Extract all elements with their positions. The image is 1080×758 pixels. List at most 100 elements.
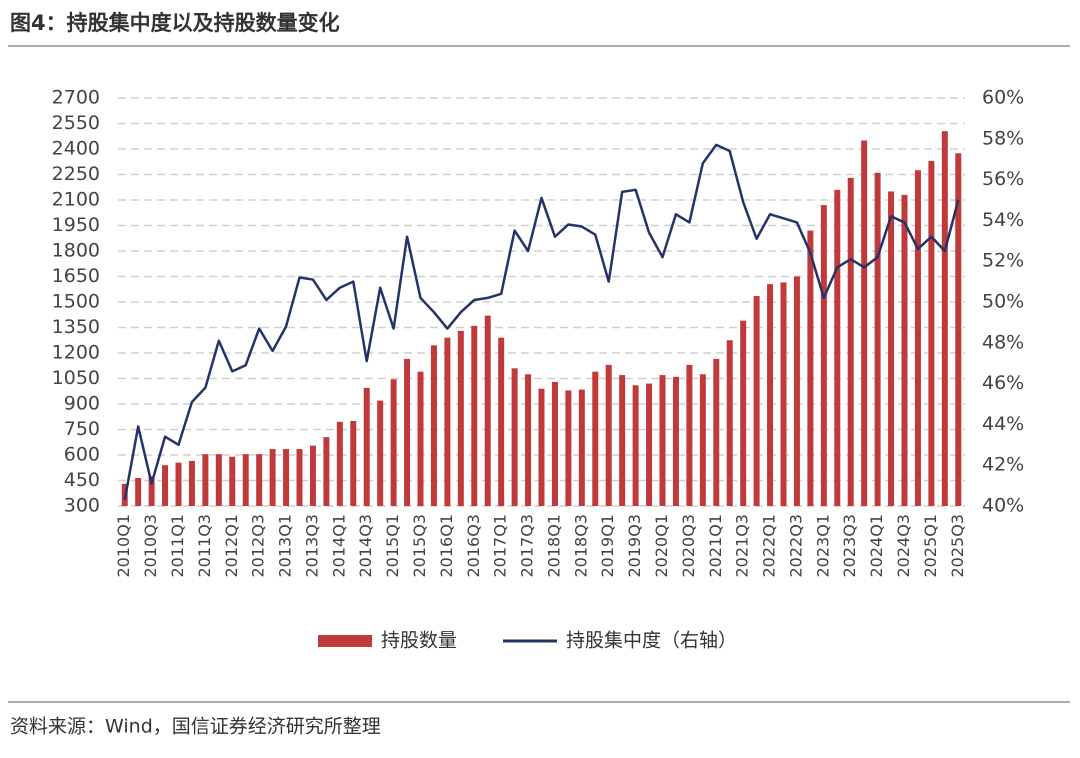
bar (672, 376, 679, 506)
y2-tick-label: 60% (982, 87, 1024, 109)
x-tick-label: 2015Q1 (383, 514, 402, 578)
bar (807, 230, 814, 506)
x-tick-label: 2018Q1 (544, 514, 563, 578)
bar (578, 389, 585, 506)
bar (309, 445, 316, 506)
y-tick-label: 450 (64, 469, 100, 491)
y2-tick-label: 52% (982, 250, 1024, 272)
x-tick-label: 2023Q1 (813, 514, 832, 578)
bar (941, 131, 948, 506)
x-tick-label: 2017Q1 (491, 514, 510, 578)
x-tick-label: 2024Q3 (894, 514, 913, 578)
x-tick-label: 2020Q3 (679, 514, 698, 578)
bar (955, 153, 962, 506)
y2-tick-label: 48% (982, 331, 1024, 353)
y-tick-label: 2700 (52, 87, 100, 109)
x-tick-label: 2019Q1 (598, 514, 617, 578)
bar (444, 337, 451, 506)
y-tick-label: 2550 (52, 112, 100, 134)
bar (404, 358, 411, 506)
bar (175, 462, 182, 506)
bar (377, 400, 384, 506)
bar (162, 465, 169, 506)
chart-title: 图4：持股集中度以及持股数量变化 (10, 11, 340, 35)
legend-label: 持股数量 (381, 630, 457, 652)
bar (901, 194, 908, 506)
x-tick-label: 2021Q1 (706, 514, 725, 578)
bar (363, 387, 370, 506)
bar (484, 315, 491, 506)
y2-tick-label: 44% (982, 413, 1024, 435)
x-tick-label: 2011Q1 (168, 514, 187, 578)
bar (793, 276, 800, 506)
x-tick-label: 2014Q1 (329, 514, 348, 578)
bar (323, 437, 330, 506)
x-tick-label: 2015Q3 (410, 514, 429, 578)
bar (283, 449, 290, 506)
bar (888, 191, 895, 506)
x-tick-label: 2018Q3 (571, 514, 590, 578)
x-tick-label: 2021Q3 (733, 514, 752, 578)
bar (457, 330, 464, 506)
y-tick-label: 1200 (52, 342, 100, 364)
x-tick-label: 2020Q1 (652, 514, 671, 578)
x-tick-label: 2011Q3 (195, 514, 214, 578)
x-tick-label: 2024Q1 (867, 514, 886, 578)
x-tick-label: 2025Q3 (948, 514, 967, 578)
y2-tick-label: 54% (982, 209, 1024, 231)
bar (188, 460, 195, 506)
y-tick-label: 1650 (52, 265, 100, 287)
x-tick-label: 2014Q3 (356, 514, 375, 578)
bar (135, 477, 142, 506)
bar (592, 371, 599, 506)
x-tick-label: 2016Q1 (437, 514, 456, 578)
bar (646, 383, 653, 506)
y-tick-label: 900 (64, 393, 100, 415)
bar (242, 454, 249, 506)
bar (740, 320, 747, 506)
bar (202, 454, 209, 506)
bar (767, 284, 774, 506)
x-tick-label: 2017Q3 (518, 514, 537, 578)
x-tick-label: 2013Q1 (276, 514, 295, 578)
y2-tick-label: 40% (982, 495, 1024, 517)
y-tick-label: 300 (64, 495, 100, 517)
bar (229, 456, 236, 506)
x-tick-label: 2025Q1 (921, 514, 940, 578)
bar (753, 296, 760, 506)
line (123, 143, 960, 501)
y2-tick-label: 46% (982, 372, 1024, 394)
bar (148, 476, 155, 506)
x-tick-label: 2023Q3 (840, 514, 859, 578)
y-tick-label: 2400 (52, 138, 100, 160)
y2-tick-label: 42% (982, 454, 1024, 476)
y-tick-label: 1350 (52, 316, 100, 338)
bar (686, 364, 693, 506)
bar (659, 375, 666, 506)
bar (471, 325, 478, 506)
bar (498, 337, 505, 506)
x-tick-label: 2010Q3 (141, 514, 160, 578)
bar (296, 449, 303, 506)
bar (834, 189, 841, 507)
bar (713, 358, 720, 506)
bar (914, 170, 921, 506)
bar (430, 345, 437, 506)
y2-tick-label: 58% (982, 127, 1024, 149)
bar (525, 374, 532, 506)
y-tick-label: 1950 (52, 214, 100, 236)
y-tick-label: 750 (64, 418, 100, 440)
x-tick-label: 2022Q3 (786, 514, 805, 578)
bar (632, 385, 639, 506)
bar (861, 140, 868, 506)
bar (551, 381, 558, 506)
bar (417, 371, 424, 506)
x-tick-label: 2012Q1 (222, 514, 241, 578)
bar (928, 160, 935, 506)
x-tick-label: 2022Q1 (760, 514, 779, 578)
bar (565, 390, 572, 506)
bar (619, 375, 626, 506)
y-tick-label: 1800 (52, 240, 100, 262)
x-tick-label: 2013Q3 (302, 514, 321, 578)
